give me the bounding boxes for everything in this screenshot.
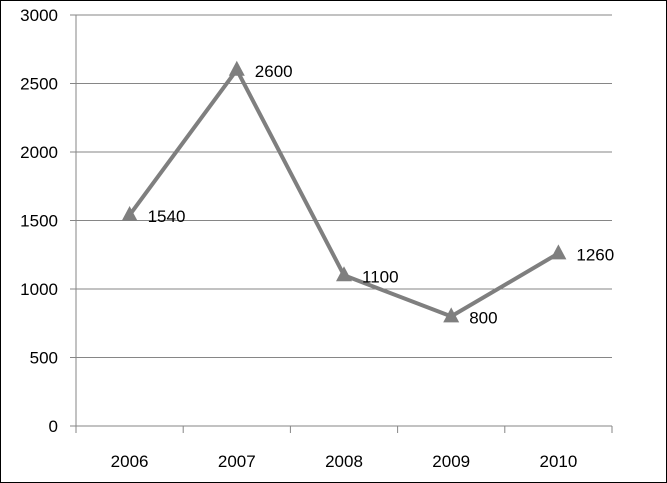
y-tick-label: 500 xyxy=(30,349,58,368)
data-label: 2600 xyxy=(255,62,293,81)
data-label: 1260 xyxy=(576,245,614,264)
y-tick-label: 1000 xyxy=(20,280,58,299)
gridlines xyxy=(76,14,612,358)
triangle-marker xyxy=(443,307,460,323)
y-tick-label: 0 xyxy=(49,417,58,436)
axes xyxy=(70,14,613,433)
x-tick-label: 2009 xyxy=(432,452,470,471)
x-tick-label: 2008 xyxy=(325,452,363,471)
triangle-marker xyxy=(121,206,138,222)
y-tick-label: 1500 xyxy=(20,212,58,231)
triangle-marker xyxy=(228,60,245,76)
y-tick-label: 2500 xyxy=(20,75,58,94)
series-markers xyxy=(121,60,567,323)
y-tick-labels: 0 500 1000 1500 2000 2500 3000 xyxy=(20,6,58,436)
x-tick-label: 2006 xyxy=(111,452,149,471)
data-label: 800 xyxy=(469,308,497,327)
data-label: 1540 xyxy=(148,207,186,226)
y-tick-label: 2000 xyxy=(20,143,58,162)
x-tick-label: 2007 xyxy=(218,452,256,471)
x-tick-labels: 2006 2007 2008 2009 2010 xyxy=(111,452,578,471)
y-tick-label: 3000 xyxy=(20,6,58,25)
triangle-marker xyxy=(336,266,352,282)
data-labels: 1540 2600 1100 800 1260 xyxy=(148,62,615,328)
data-label: 1100 xyxy=(362,267,399,286)
x-tick-label: 2010 xyxy=(539,452,577,471)
triangle-marker xyxy=(550,244,567,260)
